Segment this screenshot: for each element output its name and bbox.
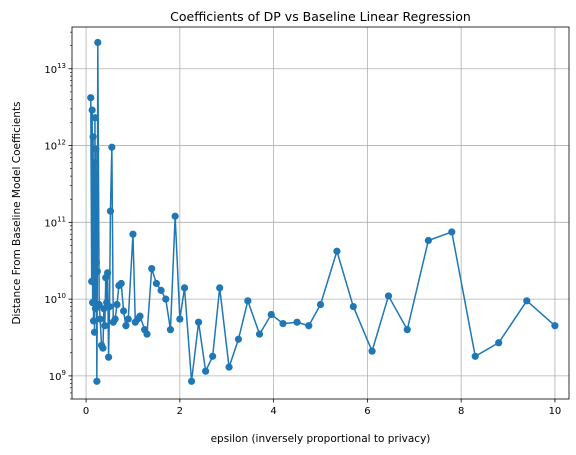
data-point	[136, 312, 144, 320]
data-point	[124, 315, 132, 323]
y-tick-label: 1011	[44, 215, 66, 229]
data-point	[94, 38, 102, 47]
data-point	[111, 315, 119, 323]
chart-title: Coefficients of DP vs Baseline Linear Re…	[170, 9, 471, 24]
data-point	[119, 307, 128, 315]
data-point	[305, 322, 313, 330]
data-point	[88, 277, 96, 286]
y-tick-label: 1012	[44, 139, 66, 153]
data-point	[90, 328, 99, 336]
data-point	[157, 286, 165, 294]
data-point	[90, 158, 98, 167]
data-point	[333, 247, 341, 255]
series-layer	[87, 38, 559, 385]
data-point	[92, 258, 100, 267]
data-point	[148, 264, 156, 273]
data-point	[87, 94, 95, 102]
data-point	[495, 339, 503, 347]
data-point	[166, 326, 175, 334]
data-point	[316, 300, 325, 309]
x-tick-label: 0	[83, 406, 89, 417]
data-point	[96, 315, 104, 323]
data-point	[171, 212, 179, 220]
data-point	[349, 302, 357, 311]
data-point	[92, 145, 100, 153]
data-point	[194, 318, 203, 326]
data-point	[101, 322, 109, 330]
data-point	[187, 377, 196, 385]
data-point	[104, 269, 112, 277]
data-point	[122, 322, 130, 330]
data-point	[267, 310, 275, 319]
data-point	[234, 335, 243, 343]
data-point	[93, 377, 101, 385]
data-point	[471, 352, 479, 360]
data-point	[225, 363, 233, 371]
data-point	[279, 319, 287, 328]
y-tick-label: 1010	[44, 292, 66, 306]
y-axis: 109 1010 1011 1012 1013	[44, 31, 72, 400]
data-point	[162, 295, 170, 303]
grid	[72, 27, 569, 399]
data-point	[216, 284, 224, 292]
data-point	[255, 330, 264, 338]
data-point	[95, 300, 103, 309]
x-tick-label: 8	[458, 406, 464, 417]
x-axis-label: epsilon (inversely proportional to priva…	[211, 433, 431, 445]
x-tick-label: 2	[177, 406, 183, 417]
data-point	[108, 143, 116, 151]
data-point	[176, 315, 184, 323]
data-point	[143, 330, 151, 338]
plot-frame	[71, 26, 570, 400]
data-point	[99, 344, 107, 352]
x-tick-label: 4	[270, 406, 276, 417]
data-point	[104, 353, 113, 361]
data-point	[202, 367, 210, 375]
data-point	[89, 133, 97, 141]
data-point	[117, 279, 125, 288]
data-point	[180, 284, 189, 292]
data-point	[244, 297, 252, 305]
data-point	[523, 297, 531, 305]
data-point	[93, 267, 101, 275]
data-point	[152, 279, 160, 288]
data-point	[293, 318, 301, 326]
data-point	[209, 352, 217, 360]
y-tick-label: 109	[49, 369, 66, 383]
data-point	[403, 326, 411, 334]
data-point	[91, 114, 99, 122]
y-tick-label: 1013	[44, 62, 66, 76]
data-point	[129, 230, 137, 238]
data-point	[89, 317, 98, 325]
data-point	[105, 302, 114, 311]
data-point	[113, 300, 121, 309]
x-axis: 0 2 4 6 8 10	[83, 399, 561, 417]
data-point	[100, 305, 108, 313]
data-point	[89, 299, 97, 307]
x-tick-label: 6	[364, 406, 370, 417]
data-point	[368, 347, 376, 355]
y-axis-label: Distance From Baseline Model Coefficient…	[11, 101, 23, 324]
x-tick-label: 10	[549, 406, 562, 417]
data-point	[424, 236, 432, 245]
series-line	[90, 41, 556, 383]
data-point	[448, 228, 456, 236]
data-point	[106, 207, 115, 215]
data-point	[384, 292, 393, 300]
data-point	[88, 106, 96, 114]
data-point	[551, 322, 559, 330]
